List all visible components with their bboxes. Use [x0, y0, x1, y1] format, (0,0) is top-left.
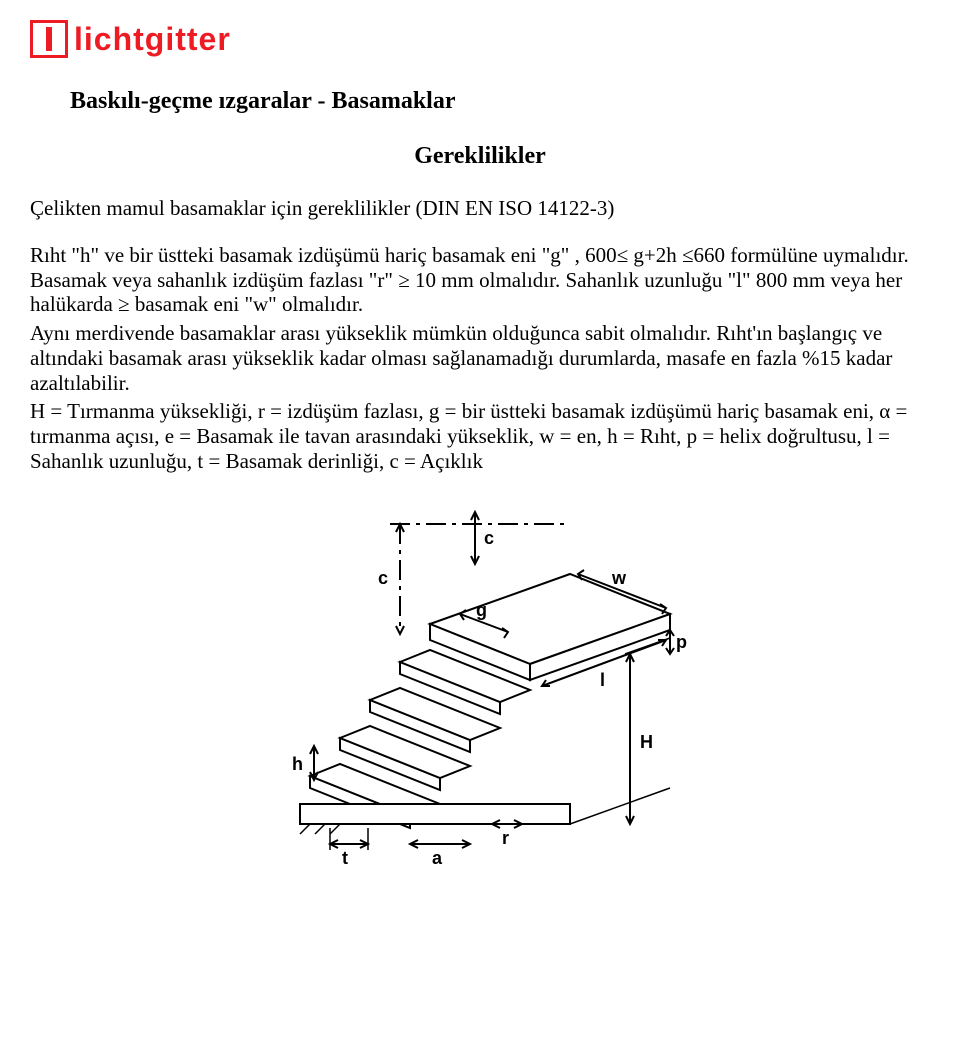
logo-bar-icon: [46, 27, 52, 51]
label-a: a: [432, 848, 443, 868]
page-title: Baskılı-geçme ızgaralar - Basamaklar: [70, 88, 930, 115]
label-H: H: [640, 732, 653, 752]
paragraph-2: Rıht "h" ve bir üstteki basamak izdüşümü…: [30, 243, 930, 317]
label-c-top: c: [484, 528, 494, 548]
stair-diagram-svg: c c g w p l H h t a r: [270, 504, 690, 884]
document-page: lichtgitter Baskılı-geçme ızgaralar - Ba…: [0, 0, 960, 919]
label-r: r: [502, 828, 509, 848]
label-t: t: [342, 848, 348, 868]
label-h: h: [292, 754, 303, 774]
paragraph-4: H = Tırmanma yüksekliği, r = izdüşüm faz…: [30, 399, 930, 473]
paragraph-1: Çelikten mamul basamaklar için gereklili…: [30, 196, 930, 221]
label-g: g: [476, 600, 487, 620]
label-w: w: [611, 568, 627, 588]
brand-logo: lichtgitter: [30, 20, 930, 58]
logo-mark: [30, 20, 68, 58]
stair-diagram-figure: c c g w p l H h t a r: [30, 504, 930, 889]
brand-name: lichtgitter: [74, 21, 231, 58]
label-l: l: [600, 670, 605, 690]
body-copy: Çelikten mamul basamaklar için gereklili…: [30, 196, 930, 474]
label-p: p: [676, 632, 687, 652]
paragraph-3: Aynı merdivende basamaklar arası yüksekl…: [30, 321, 930, 395]
page-subtitle: Gereklilikler: [30, 143, 930, 170]
label-c-side: c: [378, 568, 388, 588]
